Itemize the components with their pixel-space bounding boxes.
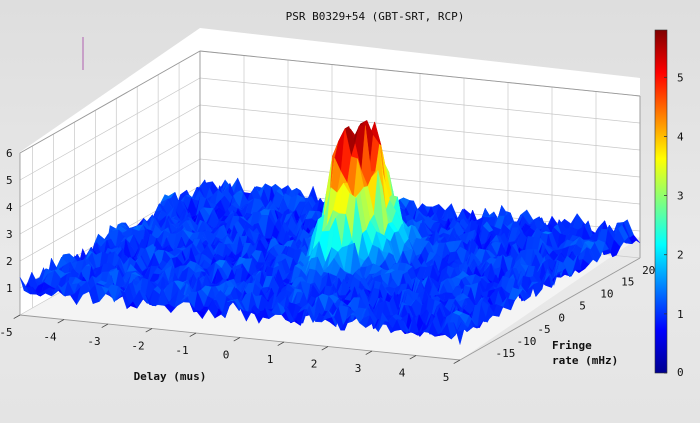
colorbar-tick-label: 5 <box>677 71 684 84</box>
x-tick-mark <box>453 359 461 364</box>
x-tick-mark <box>189 332 197 337</box>
surface-mesh <box>19 120 641 346</box>
x-axis-title: Delay (mus) <box>134 370 207 383</box>
x-tick-label: -2 <box>131 340 144 353</box>
x-tick-label: 2 <box>311 358 318 371</box>
x-tick-mark <box>145 328 153 333</box>
x-tick-mark <box>409 355 417 360</box>
colorbar-tick-label: 1 <box>677 308 684 321</box>
box-edge <box>19 50 201 154</box>
x-tick-label: -1 <box>175 344 188 357</box>
x-tick-mark <box>57 319 65 324</box>
colorbar-tick-label: 0 <box>677 366 684 379</box>
x-tick-mark <box>13 314 21 319</box>
y-tick-label: 5 <box>579 299 586 312</box>
box-edge <box>459 257 641 361</box>
z-tick-label: 3 <box>6 228 13 241</box>
y-tick-label: 10 <box>600 288 613 301</box>
y-tick-label: 15 <box>621 276 634 289</box>
z-tick-label: 6 <box>6 147 13 160</box>
y-tick-label: -10 <box>516 335 536 348</box>
colorbar-tick-label: 4 <box>677 130 684 143</box>
y-tick-label: -15 <box>496 347 516 360</box>
colorbar-ticks: 0 1 2 3 4 5 <box>664 71 684 379</box>
x-tick-label: 0 <box>223 349 230 362</box>
x-tick-mark <box>233 337 241 342</box>
chart-title: PSR B0329+54 (GBT-SRT, RCP) <box>286 10 465 23</box>
x-tick-mark <box>277 341 285 346</box>
y-tick-label: -5 <box>537 323 550 336</box>
y-axis-title-line1: Fringe <box>552 339 592 352</box>
z-tick-label: 2 <box>6 255 13 268</box>
x-tick-mark <box>365 350 373 355</box>
box-edge <box>199 50 641 97</box>
colorbar-tick-label: 3 <box>677 190 684 203</box>
y-tick-label: 20 <box>642 264 655 277</box>
z-tick-label: 4 <box>6 201 13 214</box>
y-axis-title-line2: rate (mHz) <box>552 354 618 367</box>
colorbar <box>654 29 668 374</box>
colorbar-tick-label: 2 <box>677 249 684 262</box>
y-tick-label: 0 <box>558 311 565 324</box>
x-tick-label: -5 <box>0 326 13 339</box>
x-tick-label: 3 <box>355 362 362 375</box>
x-tick-mark <box>101 323 109 328</box>
x-tick-label: 4 <box>399 367 406 380</box>
surface-cell <box>453 322 465 346</box>
x-tick-label: 1 <box>267 353 274 366</box>
back-wall-left <box>20 28 200 315</box>
z-tick-label: 5 <box>6 174 13 187</box>
x-tick-label: -4 <box>43 331 57 344</box>
x-tick-mark <box>321 346 329 351</box>
x-tick-label: -3 <box>87 335 100 348</box>
z-tick-label: 1 <box>6 282 13 295</box>
x-tick-label: 5 <box>443 371 450 384</box>
